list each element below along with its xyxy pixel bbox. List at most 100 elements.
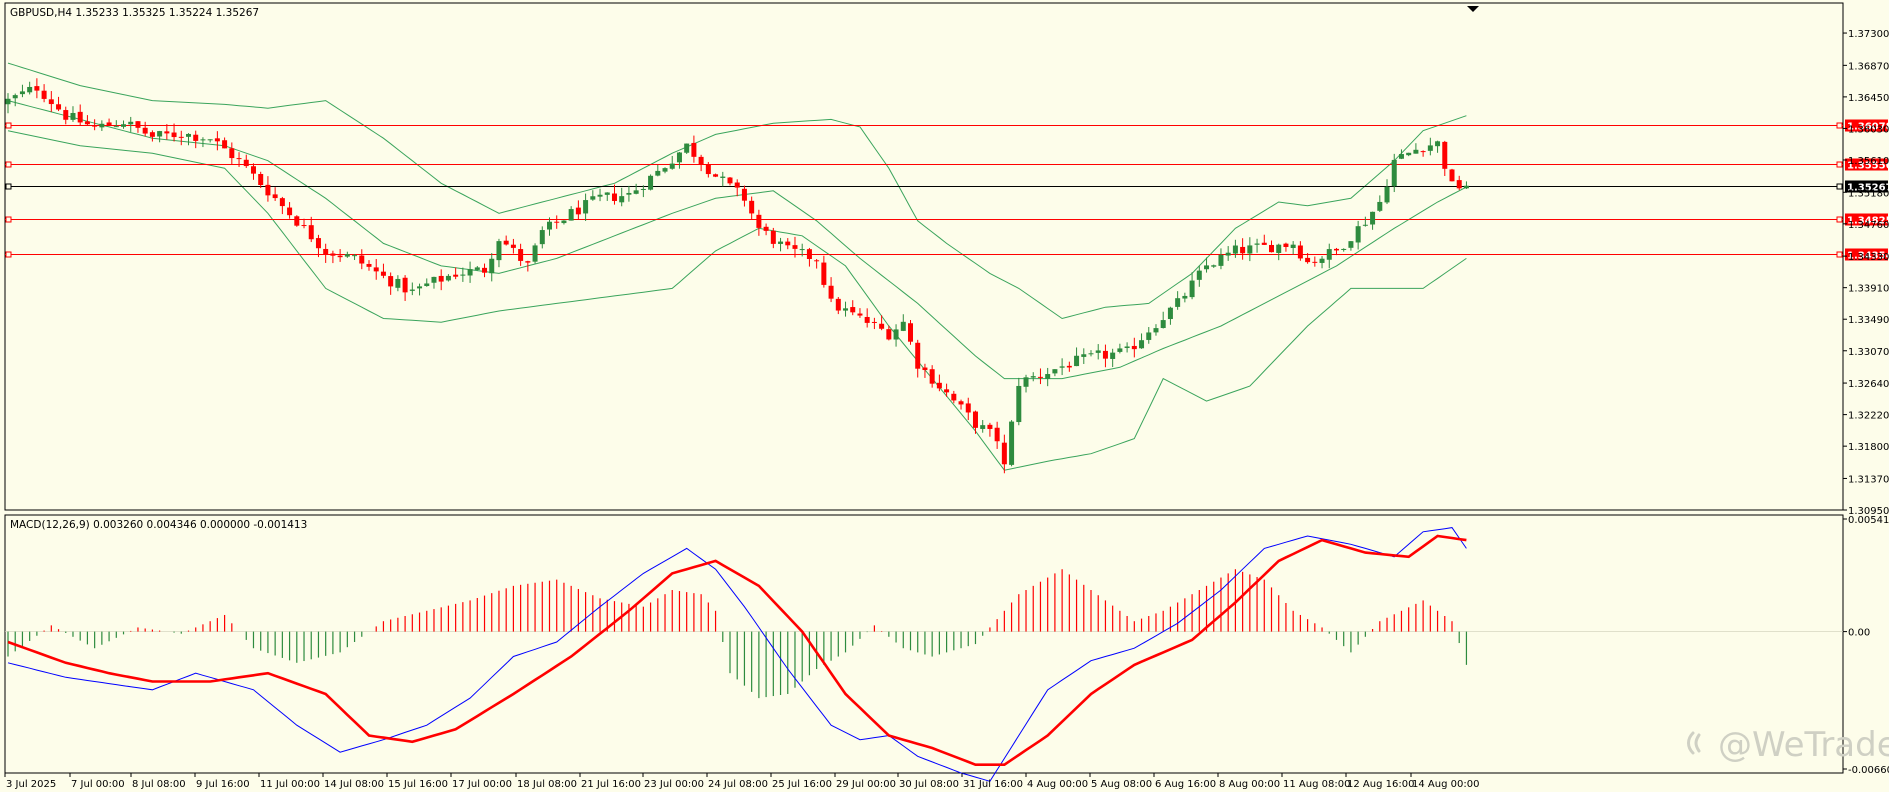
candle-body bbox=[330, 253, 336, 256]
candle-body bbox=[243, 159, 249, 167]
candle-body bbox=[1254, 243, 1260, 245]
candle-body bbox=[1240, 246, 1246, 254]
bollinger-lower-band bbox=[7, 130, 1467, 471]
level-anchor-right[interactable] bbox=[1836, 183, 1843, 190]
candle-body bbox=[5, 98, 11, 105]
candle-body bbox=[1001, 442, 1007, 465]
level-anchor-left[interactable] bbox=[5, 122, 12, 129]
candle-body bbox=[1066, 365, 1072, 368]
price-axis-label: 1.32640 bbox=[1848, 379, 1889, 390]
candle-body bbox=[366, 263, 372, 267]
candle-body bbox=[814, 260, 820, 262]
candle-body bbox=[518, 249, 524, 261]
candle-body bbox=[1232, 245, 1238, 254]
level-price-badge bbox=[1845, 158, 1888, 171]
candle-body bbox=[229, 148, 235, 159]
price-panel[interactable]: 1.36078 1.35556 1.35267 1.34825 1.34354 GBPU… bbox=[4, 2, 1889, 517]
price-axis-label: 1.31800 bbox=[1848, 442, 1889, 453]
candle-body bbox=[1189, 280, 1195, 298]
candle-body bbox=[70, 112, 76, 120]
time-axis-label: 15 Jul 16:00 bbox=[388, 779, 448, 790]
candle-body bbox=[121, 124, 127, 127]
candle-body bbox=[864, 316, 870, 323]
candle-body bbox=[1261, 242, 1267, 245]
level-anchor-right[interactable] bbox=[1836, 161, 1843, 168]
level-anchor-left[interactable] bbox=[5, 216, 12, 223]
candle-body bbox=[34, 86, 40, 91]
candle-body bbox=[850, 307, 856, 313]
price-axis-label: 1.35180 bbox=[1848, 188, 1889, 199]
level-anchor-left[interactable] bbox=[5, 183, 12, 190]
candle-body bbox=[207, 139, 213, 141]
candle-body bbox=[1348, 241, 1354, 248]
candle-body bbox=[1037, 376, 1043, 378]
candle-body bbox=[1449, 169, 1455, 182]
candle-body bbox=[785, 241, 791, 246]
candle-body bbox=[619, 196, 625, 203]
candle-body bbox=[770, 230, 776, 244]
candle-body bbox=[871, 321, 877, 323]
horizontal-levels[interactable]: 1.36078 1.35556 1.35267 1.34825 1.34354 bbox=[5, 119, 1889, 262]
candle-body bbox=[922, 367, 928, 371]
candle-body bbox=[48, 99, 54, 105]
candle-body bbox=[633, 190, 639, 194]
candle-body bbox=[1182, 295, 1188, 299]
price-axis-label: 1.31370 bbox=[1848, 474, 1889, 485]
level-anchor-left[interactable] bbox=[5, 161, 12, 168]
candle-body bbox=[821, 262, 827, 285]
macd-series-macd bbox=[7, 527, 1467, 782]
candle-body bbox=[843, 308, 849, 311]
level-anchor-right[interactable] bbox=[1836, 122, 1843, 129]
candle-body bbox=[1023, 377, 1029, 387]
candle-body bbox=[1297, 245, 1303, 259]
candle-body bbox=[972, 411, 978, 428]
candle-body bbox=[142, 127, 148, 134]
macd-panel[interactable]: MACD(12,26,9) 0.003260 0.004346 0.000000… bbox=[4, 514, 1889, 782]
candle-body bbox=[1153, 328, 1159, 333]
candle-body bbox=[749, 200, 755, 214]
candle-body bbox=[279, 198, 285, 207]
candle-body bbox=[741, 188, 747, 201]
macd-lines bbox=[7, 527, 1467, 782]
chart-shift-marker-icon[interactable] bbox=[1467, 6, 1479, 12]
level-anchor-left[interactable] bbox=[5, 251, 12, 258]
candle-body bbox=[1384, 186, 1390, 203]
candle-body bbox=[1059, 366, 1065, 368]
time-axis-label: 11 Jul 00:00 bbox=[260, 779, 320, 790]
level-anchor-right[interactable] bbox=[1836, 216, 1843, 223]
wetrade-logo-icon bbox=[1687, 731, 1701, 755]
time-axis-label: 30 Jul 08:00 bbox=[899, 779, 959, 790]
candle-body bbox=[489, 258, 495, 274]
macd-panel-frame bbox=[4, 514, 1844, 774]
candle-body bbox=[958, 401, 964, 405]
level-anchor-right[interactable] bbox=[1836, 251, 1843, 258]
time-axis-label: 17 Jul 00:00 bbox=[452, 779, 512, 790]
candle-body bbox=[1117, 348, 1123, 352]
time-axis-label: 7 Jul 00:00 bbox=[71, 779, 125, 790]
candle-body bbox=[1391, 159, 1397, 187]
candle-body bbox=[1362, 224, 1368, 226]
candle-body bbox=[135, 121, 141, 128]
candle-body bbox=[676, 152, 682, 163]
time-axis-label: 25 Jul 16:00 bbox=[772, 779, 832, 790]
macd-axis-label: 0.005416 bbox=[1848, 515, 1889, 526]
candle-body bbox=[539, 230, 545, 245]
candle-body bbox=[655, 170, 661, 176]
candle-body bbox=[662, 168, 668, 172]
price-axis-label: 1.34330 bbox=[1848, 252, 1889, 263]
candle-body bbox=[1204, 265, 1210, 270]
macd-header: MACD(12,26,9) 0.003260 0.004346 0.000000… bbox=[10, 519, 307, 531]
price-axis-label: 1.34760 bbox=[1848, 220, 1889, 231]
candle-body bbox=[193, 134, 199, 141]
candle-body bbox=[1088, 353, 1094, 355]
candle-body bbox=[568, 209, 574, 221]
candle-body bbox=[1305, 257, 1311, 263]
candle-body bbox=[157, 131, 163, 137]
candle-body bbox=[1333, 248, 1339, 251]
candle-body bbox=[395, 278, 401, 288]
time-axis-label: 23 Jul 00:00 bbox=[644, 779, 704, 790]
time-axis: 3 Jul 2025 7 Jul 00:00 8 Jul 08:00 9 Jul 16… bbox=[4, 773, 1479, 790]
candle-body bbox=[265, 184, 271, 196]
candle-body bbox=[857, 313, 863, 316]
